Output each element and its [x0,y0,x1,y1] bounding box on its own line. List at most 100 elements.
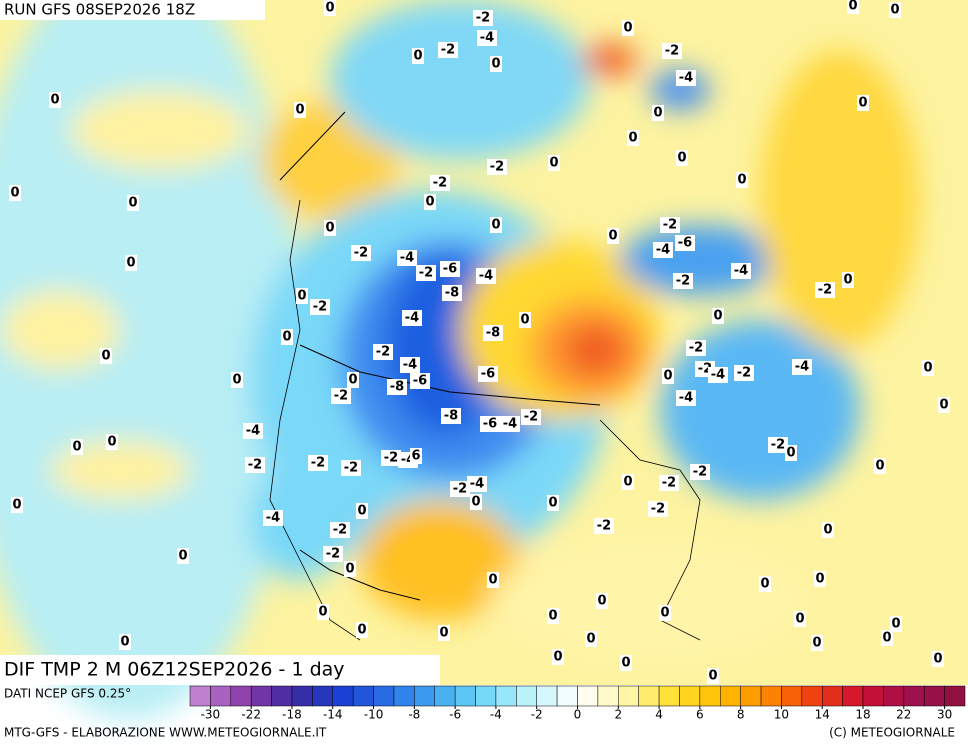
run-title: RUN GFS 08SEP2026 18Z [4,1,195,19]
label-bg [662,368,674,384]
label-bg [412,48,424,64]
label-bg [847,0,859,14]
contour-label: -4 [266,511,280,526]
contour-label: 0 [933,652,942,667]
label-bg [119,634,131,650]
label-bg [483,325,503,341]
contour-label: -8 [444,409,458,424]
label-bg [648,501,668,517]
colorbar-box [801,685,823,707]
colorbar-box [454,685,476,707]
label-bg [889,2,901,18]
contour-label: -4 [656,243,670,258]
colorbar-box [373,685,395,707]
contour-label: 0 [72,440,81,455]
contour-label: 0 [325,1,334,16]
label-bg [341,460,361,476]
label-bg [653,242,673,258]
label-bg [736,172,748,188]
contour-label: 0 [549,156,558,171]
label-bg [759,576,771,592]
contour-label: -2 [433,176,447,191]
label-bg [450,481,470,497]
label-bg [676,390,696,406]
contour-label: 0 [823,523,832,538]
label-bg [731,263,751,279]
contour-label: 0 [348,373,357,388]
colorbar-box [230,685,252,707]
label-bg [500,416,520,432]
contour-label: -6 [483,417,497,432]
contour-label: 0 [923,361,932,376]
contour-label: -2 [476,11,490,26]
contour-label: -2 [665,44,679,59]
colorbar-box [679,685,701,707]
colorbar-label: -6 [449,708,461,722]
colorbar-box [352,685,374,707]
label-bg [881,630,893,646]
contour-label: -2 [311,456,325,471]
label-bg [177,548,189,564]
contour-label: 0 [520,313,529,328]
label-bg [607,228,619,244]
label-bg [440,261,460,277]
contour-label: 0 [653,106,662,121]
contour-label: 0 [488,573,497,588]
label-bg [125,255,137,271]
colorbar-label: -30 [201,708,221,722]
contour-label: 0 [126,256,135,271]
contour-label: -4 [480,31,494,46]
contour-label: -2 [334,389,348,404]
label-bg [676,150,688,166]
label-bg [487,159,507,175]
colorbar-box [414,685,435,707]
colorbar-label: -22 [241,708,261,722]
label-bg [477,30,497,46]
contour-label: 0 [891,617,900,632]
label-bg [768,437,788,453]
contour-label: -2 [326,547,340,562]
colorbar-label: 30 [937,708,952,722]
contour-label: 0 [795,612,804,627]
contour-label: 0 [760,577,769,592]
colorbar-box [312,685,334,707]
colorbar-label: 0 [574,708,582,722]
product-box [0,655,440,685]
label-bg [231,372,243,388]
label-bg [596,593,608,609]
label-bg [356,622,368,638]
contour-label: -8 [486,326,500,341]
contour-label: 0 [232,373,241,388]
label-bg [922,360,934,376]
label-bg [100,348,112,364]
contour-label: -2 [453,482,467,497]
label-bg [438,42,458,58]
contour-label: -4 [711,368,725,383]
contour-label: 0 [282,330,291,345]
contour-label: 0 [663,369,672,384]
contour-label: 0 [357,504,366,519]
contour-label: -2 [663,218,677,233]
label-bg [410,448,422,464]
contour-label: -2 [689,341,703,356]
colorbar-label: -8 [408,708,420,722]
contour-label: -2 [651,502,665,517]
contour-label: 0 [548,609,557,624]
colorbar-box [903,685,925,707]
label-bg [356,503,368,519]
colorbar-label: 14 [815,708,830,722]
label-bg [480,416,500,432]
colorbar-box [638,685,660,707]
contour-label: -6 [413,374,427,389]
contour-label: 0 [425,195,434,210]
contour-label: -4 [734,264,748,279]
label-bg [547,608,559,624]
label-bg [811,635,823,651]
colorbar-box [577,685,599,707]
label-bg [324,0,336,16]
colorbar-box [434,685,456,707]
contour-label: 0 [120,635,129,650]
contour-label: 0 [843,273,852,288]
label-bg [822,522,834,538]
contour-label: 0 [413,49,422,64]
